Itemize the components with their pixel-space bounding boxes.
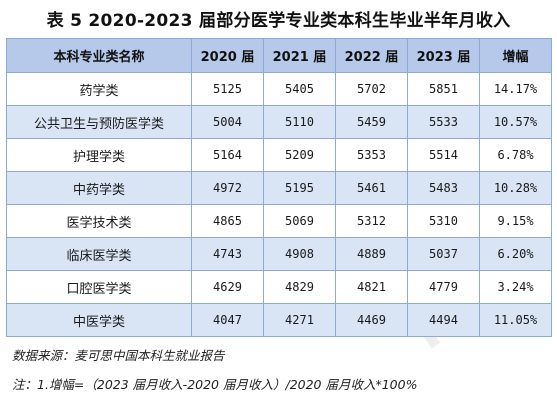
- table-row: 药学类 5125 5405 5702 5851 14.17%: [6, 72, 552, 106]
- growth-rate: 10.28%: [479, 171, 552, 205]
- income-2021: 5110: [263, 105, 336, 139]
- major-name: 公共卫生与预防医学类: [6, 105, 192, 139]
- income-2020: 4865: [191, 204, 264, 238]
- header-2022: 2022 届: [335, 38, 408, 73]
- major-name: 医学技术类: [6, 204, 192, 238]
- table-title: 表 5 2020-2023 届部分医学专业类本科生毕业半年月收入: [46, 11, 511, 31]
- income-table: 本科专业类名称 2020 届 2021 届 2022 届 2023 届 增幅 药…: [6, 38, 552, 337]
- income-2020: 4743: [191, 237, 264, 271]
- major-name: 中医学类: [6, 303, 192, 337]
- income-2021: 4271: [263, 303, 336, 337]
- income-2023: 5483: [407, 171, 480, 205]
- income-2022: 4821: [335, 270, 408, 304]
- major-name: 药学类: [6, 72, 192, 106]
- income-2022: 5461: [335, 171, 408, 205]
- income-2023: 5533: [407, 105, 480, 139]
- income-2021: 5405: [263, 72, 336, 106]
- income-2020: 4047: [191, 303, 264, 337]
- income-2022: 4469: [335, 303, 408, 337]
- income-2020: 4629: [191, 270, 264, 304]
- income-2021: 4829: [263, 270, 336, 304]
- major-name: 中药学类: [6, 171, 192, 205]
- growth-rate: 3.24%: [479, 270, 552, 304]
- income-2021: 5069: [263, 204, 336, 238]
- income-2021: 5209: [263, 138, 336, 172]
- table-row: 公共卫生与预防医学类 5004 5110 5459 5533 10.57%: [6, 105, 552, 139]
- income-2023: 4779: [407, 270, 480, 304]
- major-name: 护理学类: [6, 138, 192, 172]
- income-2020: 4972: [191, 171, 264, 205]
- income-2023: 5851: [407, 72, 480, 106]
- income-2023: 4494: [407, 303, 480, 337]
- income-2022: 5353: [335, 138, 408, 172]
- growth-rate: 10.57%: [479, 105, 552, 139]
- table-row: 口腔医学类 4629 4829 4821 4779 3.24%: [6, 270, 552, 304]
- data-source-note: 数据来源：麦可思中国本科生就业报告: [12, 348, 225, 363]
- income-2023: 5514: [407, 138, 480, 172]
- income-2021: 4908: [263, 237, 336, 271]
- growth-rate: 6.78%: [479, 138, 552, 172]
- growth-rate: 14.17%: [479, 72, 552, 106]
- major-name: 临床医学类: [6, 237, 192, 271]
- header-major: 本科专业类名称: [6, 38, 192, 73]
- table-header-row: 本科专业类名称 2020 届 2021 届 2022 届 2023 届 增幅: [6, 38, 552, 73]
- header-growth: 增幅: [479, 38, 552, 73]
- income-2023: 5310: [407, 204, 480, 238]
- header-2020: 2020 届: [191, 38, 264, 73]
- major-name: 口腔医学类: [6, 270, 192, 304]
- header-2023: 2023 届: [407, 38, 480, 73]
- formula-note: 注：1.增幅=（2023 届月收入-2020 届月收入）/2020 届月收入*1…: [12, 377, 418, 392]
- income-2020: 5125: [191, 72, 264, 106]
- income-2022: 5702: [335, 72, 408, 106]
- table-row: 护理学类 5164 5209 5353 5514 6.78%: [6, 138, 552, 172]
- table-row: 临床医学类 4743 4908 4889 5037 6.20%: [6, 237, 552, 271]
- growth-rate: 11.05%: [479, 303, 552, 337]
- table-row: 医学技术类 4865 5069 5312 5310 9.15%: [6, 204, 552, 238]
- income-2020: 5164: [191, 138, 264, 172]
- table-row: 中药学类 4972 5195 5461 5483 10.28%: [6, 171, 552, 205]
- header-2021: 2021 届: [263, 38, 336, 73]
- income-2022: 5312: [335, 204, 408, 238]
- income-2021: 5195: [263, 171, 336, 205]
- income-2022: 4889: [335, 237, 408, 271]
- growth-rate: 6.20%: [479, 237, 552, 271]
- income-2022: 5459: [335, 105, 408, 139]
- income-2020: 5004: [191, 105, 264, 139]
- income-2023: 5037: [407, 237, 480, 271]
- table-row: 中医学类 4047 4271 4469 4494 11.05%: [6, 303, 552, 337]
- growth-rate: 9.15%: [479, 204, 552, 238]
